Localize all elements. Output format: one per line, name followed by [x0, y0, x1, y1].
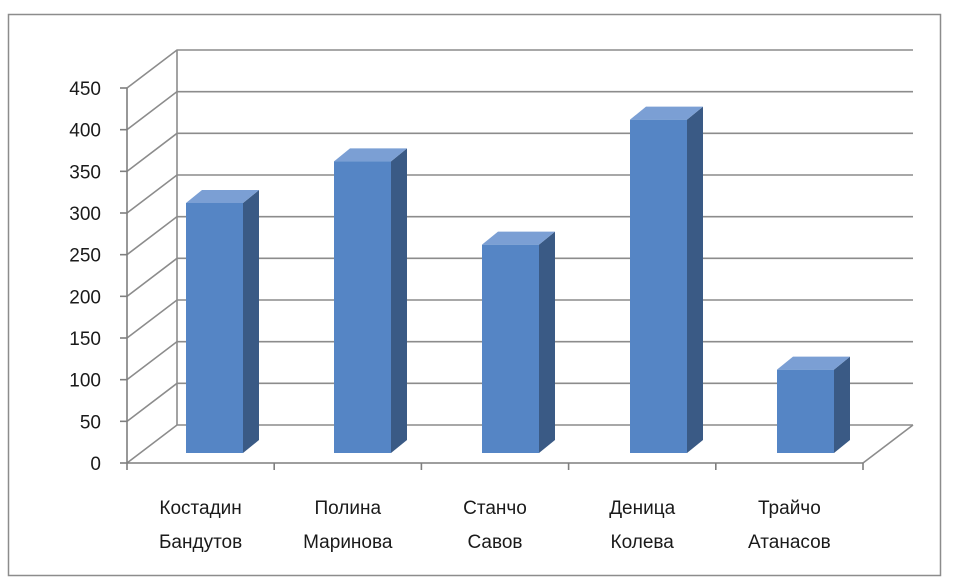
bar: [482, 231, 555, 453]
y-tick-label: 50: [80, 412, 101, 433]
bar-front: [630, 119, 687, 454]
y-tick-label: 200: [69, 287, 101, 308]
y-tick-label: 450: [69, 79, 101, 100]
bar: [334, 148, 407, 454]
y-tick-label: 300: [69, 204, 101, 225]
x-tick-label: Костадин: [159, 498, 241, 519]
bar-front: [482, 244, 539, 453]
bar-side: [243, 190, 259, 453]
y-tick-label: 0: [90, 454, 101, 475]
bar-top: [334, 148, 407, 162]
y-tick-label: 150: [69, 329, 101, 350]
floor-right-edge: [862, 424, 914, 464]
y-tick-label: 350: [69, 162, 101, 183]
bars: [186, 106, 850, 454]
x-tick-label: Деница: [609, 498, 675, 519]
bar: [630, 106, 703, 454]
bar-top: [186, 190, 259, 203]
bar-top: [630, 106, 703, 120]
x-tick-label: Станчо: [463, 498, 527, 519]
bar-top: [777, 356, 850, 370]
x-tick-label: Савов: [467, 532, 522, 553]
y-tick-label: 250: [69, 246, 101, 267]
y-tick-label: 400: [69, 121, 101, 142]
x-tick-label: Бандутов: [159, 532, 242, 553]
bar: [186, 190, 259, 453]
bar-front: [334, 161, 391, 454]
x-tick-label: Маринова: [303, 532, 393, 553]
bar-side: [539, 231, 555, 453]
labels: 0 50 100 150 200 250 300 350 400 450 Костадин Банду…: [69, 79, 830, 553]
bar-top: [482, 231, 555, 245]
axes: [120, 87, 864, 470]
bar-front: [777, 369, 834, 453]
bar-side: [834, 356, 850, 453]
y-tick-label: 100: [69, 371, 101, 392]
bar: [777, 356, 850, 453]
gridlines: [126, 49, 914, 464]
x-tick-label: Полина: [315, 498, 382, 519]
chart-border: [7, 13, 942, 577]
bar-side: [687, 106, 703, 454]
x-tick-label: Атанасов: [748, 532, 831, 553]
x-tick-label: Трайчо: [758, 498, 821, 519]
bar-side: [391, 148, 407, 454]
bar-front: [186, 203, 243, 453]
x-tick-label: Колева: [611, 532, 675, 553]
